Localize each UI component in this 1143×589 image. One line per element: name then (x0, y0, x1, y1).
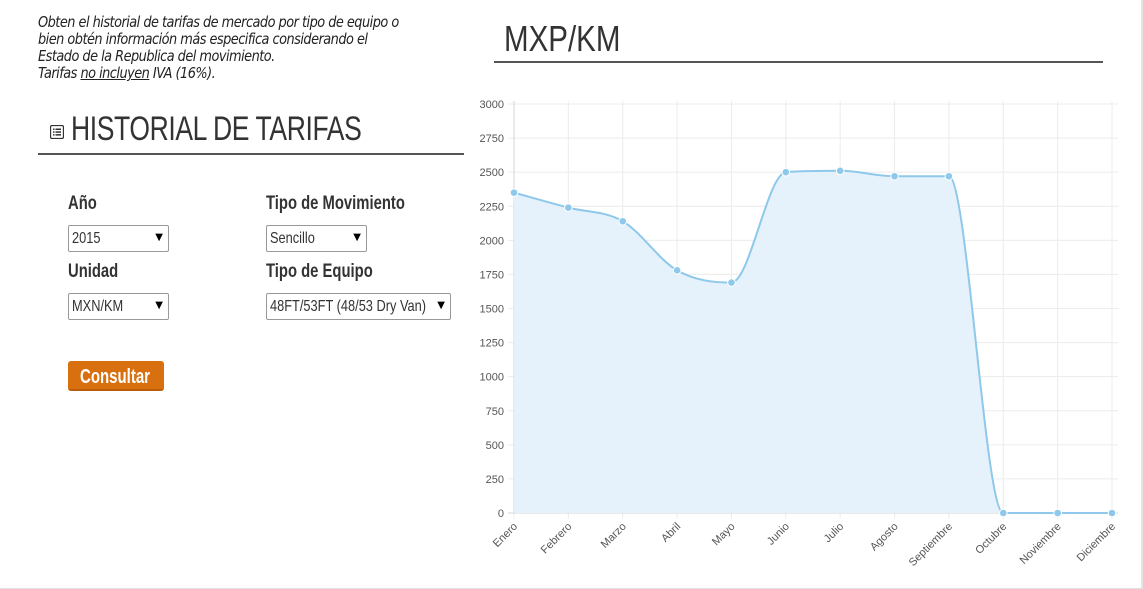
consultar-button-label: Consultar (80, 366, 151, 388)
x-tick-label: Mayo (710, 521, 738, 549)
unit-select-value: MXN/KM (72, 298, 124, 315)
y-tick-label: 2000 (480, 235, 504, 247)
movement-type-select[interactable]: Sencillo ▼ (266, 225, 367, 252)
data-point (944, 171, 954, 181)
year-label: Año (68, 193, 97, 214)
intro-line-4: Tarifas no incluyen IVA (16%). (38, 65, 416, 82)
series-area-fill (514, 170, 1112, 513)
x-tick-label: Marzo (599, 521, 629, 551)
year-select-chevron-down-icon: ▼ (155, 232, 163, 243)
data-point (835, 166, 845, 176)
y-tick-label: 1500 (480, 304, 504, 316)
list-icon (50, 125, 64, 139)
x-tick-label: Abril (659, 521, 683, 545)
movement-type-chevron-down-icon: ▼ (353, 232, 361, 243)
data-point (1107, 508, 1117, 518)
intro-line-4-suffix: IVA (16%). (149, 64, 216, 82)
data-point (1053, 508, 1062, 518)
y-tick-label: 2750 (480, 133, 504, 145)
equipment-type-select[interactable]: 48FT/53FT (48/53 Dry Van) ▼ (266, 293, 451, 320)
x-tick-label: Noviembre (1018, 521, 1064, 567)
data-point (509, 188, 519, 197)
movement-type-select-value: Sencillo (270, 230, 315, 247)
x-tick-label: Octubre (973, 521, 1009, 557)
x-tick-label: Diciembre (1075, 521, 1118, 564)
y-tick-label: 3000 (480, 99, 504, 111)
data-point (672, 266, 682, 275)
intro-no-incluyen: no incluyen (80, 64, 150, 82)
equipment-type-chevron-down-icon: ▼ (437, 300, 445, 311)
year-select[interactable]: 2015 ▼ (68, 225, 169, 252)
y-tick-label: 750 (486, 406, 504, 418)
page-right-border (1141, 0, 1143, 589)
y-tick-label: 2500 (480, 167, 504, 179)
x-tick-label: Febrero (539, 521, 575, 557)
intro-line-4-prefix: Tarifas (38, 64, 81, 82)
unit-label: Unidad (68, 261, 119, 282)
x-tick-label: Enero (491, 521, 520, 550)
data-point (890, 171, 899, 181)
history-heading: HISTORIAL DE TARIFAS (38, 108, 464, 155)
intro-line-2: bien obtén información más especifica co… (38, 30, 368, 48)
equipment-type-select-value: 48FT/53FT (48/53 Dry Van) (270, 298, 427, 315)
y-tick-label: 2250 (480, 201, 504, 213)
x-tick-label: Agosto (868, 521, 901, 554)
x-tick-label: Junio (765, 521, 792, 548)
y-tick-label: 1750 (480, 269, 504, 281)
movement-type-label: Tipo de Movimiento (266, 193, 405, 214)
data-point (998, 508, 1008, 518)
history-title: HISTORIAL DE TARIFAS (71, 110, 362, 148)
data-point (618, 216, 628, 226)
intro-line-3: Estado de la Republica del movimiento. (38, 47, 275, 65)
chart-heading: MXP/KM (494, 14, 1103, 63)
y-tick-label: 1000 (480, 372, 504, 384)
intro-text: Obten el historial de tarifas de mercado… (38, 14, 416, 82)
chart-heading-text: MXP/KM (504, 18, 621, 59)
rates-area-chart: 0 250 500 750 1000 1250 1500 1750 2000 2250 2500 27… (480, 99, 1119, 569)
y-tick-label: 1250 (480, 338, 504, 350)
data-point (781, 167, 791, 177)
unit-select-chevron-down-icon: ▼ (155, 300, 163, 311)
x-tick-label: Septiembre (907, 521, 955, 569)
data-point (564, 203, 573, 212)
intro-line-1: Obten el historial de tarifas de mercado… (38, 13, 399, 31)
x-tick-label: Julio (822, 521, 846, 545)
y-tick-label: 0 (498, 508, 504, 520)
equipment-type-label: Tipo de Equipo (266, 261, 373, 282)
y-tick-label: 500 (486, 440, 504, 452)
data-point (727, 278, 736, 287)
year-select-value: 2015 (72, 230, 101, 247)
y-tick-label: 250 (486, 474, 504, 486)
consultar-button[interactable]: Consultar (68, 361, 164, 391)
unit-select[interactable]: MXN/KM ▼ (68, 293, 169, 320)
